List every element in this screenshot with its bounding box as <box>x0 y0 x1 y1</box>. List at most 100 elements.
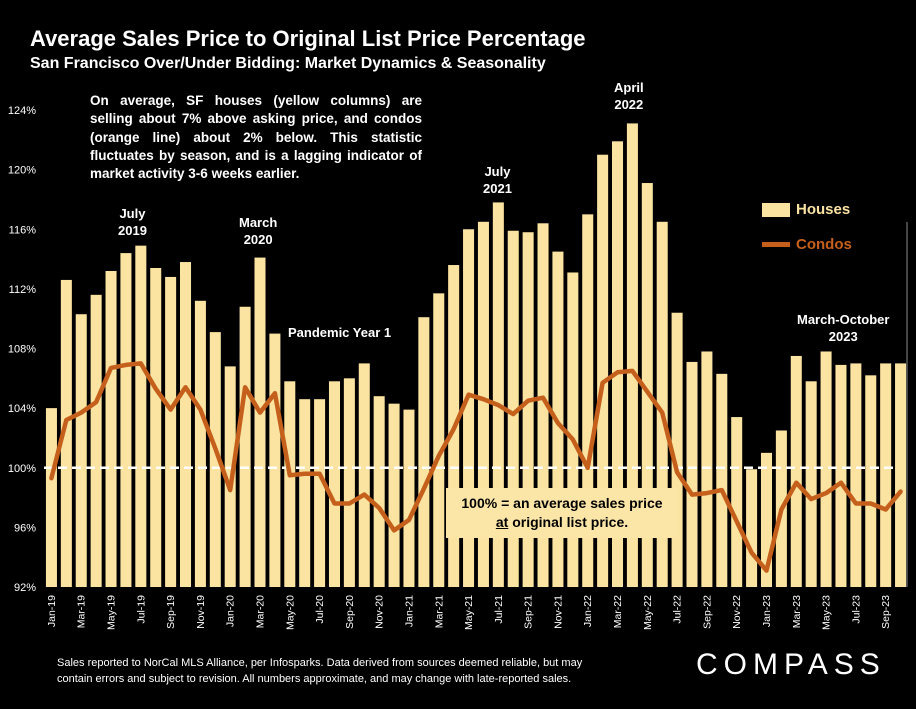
houses-bar <box>388 403 400 587</box>
x-tick-label: Jan-21 <box>403 595 415 627</box>
houses-bar <box>656 221 668 587</box>
houses-bar <box>433 293 445 587</box>
legend-condos-label: Condos <box>796 236 852 253</box>
houses-bar <box>165 276 177 587</box>
legend-houses-swatch <box>762 203 790 217</box>
x-tick-label: Jul-22 <box>672 595 684 624</box>
houses-bar <box>641 183 653 587</box>
y-tick-label: 120% <box>8 165 36 177</box>
y-tick-label: 100% <box>8 463 36 475</box>
houses-bar <box>135 245 147 587</box>
houses-bar <box>492 202 504 587</box>
x-tick-label: Mar-20 <box>255 595 267 628</box>
houses-bar <box>284 381 296 587</box>
houses-bar <box>731 417 743 587</box>
houses-bar <box>522 232 534 587</box>
commentary-text: On average, SF houses (yellow columns) a… <box>90 93 422 182</box>
houses-bar <box>45 408 57 587</box>
annotation-line: July <box>119 206 146 221</box>
houses-bar <box>746 469 758 587</box>
x-tick-label: Sep-23 <box>880 595 892 629</box>
condos-line <box>49 361 903 573</box>
x-tick-label: May-21 <box>463 595 475 630</box>
x-tick-label: Nov-22 <box>731 595 743 629</box>
x-tick-label: May-19 <box>106 595 118 630</box>
note-box: 100% = an average sales price at origina… <box>446 488 678 538</box>
houses-bar <box>90 294 102 587</box>
houses-bar <box>194 300 206 587</box>
x-tick-label: Sep-22 <box>701 595 713 629</box>
houses-bar <box>612 141 624 587</box>
houses-bar <box>477 221 489 587</box>
x-tick-label: Jul-21 <box>493 595 505 624</box>
compass-logo: COMPASS <box>696 648 886 681</box>
houses-bar <box>463 229 475 587</box>
x-tick-label: Jul-19 <box>135 595 147 624</box>
houses-bar <box>805 381 817 587</box>
annotation-july-2019: July 2019 <box>118 206 147 240</box>
x-tick-label: Sep-20 <box>344 595 356 629</box>
annotation-line: 2023 <box>828 328 858 344</box>
annotation-line: 2022 <box>614 96 644 112</box>
houses-bar <box>865 375 877 587</box>
annotation-line: 2019 <box>118 222 147 238</box>
x-tick-label: May-22 <box>642 595 654 630</box>
houses-bar <box>373 396 385 587</box>
x-axis: Jan-19 Mar-19 May-19 Jul-19 Sep-19 Nov-19 Jan-… <box>46 595 892 630</box>
annotation-line: July <box>484 164 511 179</box>
note-underlined-word: at <box>495 514 509 530</box>
houses-bar <box>820 351 832 587</box>
x-tick-label: Nov-19 <box>195 595 207 629</box>
annotation-march-october-2023: March-October 2023 <box>797 312 889 346</box>
x-tick-label: Jul-20 <box>314 595 326 624</box>
houses-bar <box>314 399 326 587</box>
y-tick-label: 104% <box>8 403 36 415</box>
footnote-line-2: contain errors and subject to revision. … <box>57 672 572 685</box>
x-tick-label: Sep-19 <box>165 595 177 629</box>
houses-bar <box>269 333 281 587</box>
houses-bar <box>760 452 772 587</box>
annotation-pandemic: Pandemic Year 1 <box>288 325 392 340</box>
x-tick-label: Jan-19 <box>46 595 58 627</box>
x-tick-label: Jan-20 <box>225 595 237 627</box>
houses-bar <box>537 223 549 587</box>
chart-subtitle: San Francisco Over/Under Bidding: Market… <box>30 55 546 72</box>
annotation-march-2020: March 2020 <box>239 215 277 249</box>
houses-bar <box>582 214 594 587</box>
houses-bar <box>850 363 862 587</box>
x-tick-label: Jul-23 <box>850 595 862 624</box>
houses-bar <box>790 355 802 587</box>
houses-bar <box>75 314 87 587</box>
annotation-line: April <box>614 80 644 95</box>
houses-bar <box>180 262 192 587</box>
x-tick-label: Jan-22 <box>582 595 594 627</box>
houses-bar <box>343 378 355 587</box>
houses-bar <box>120 253 132 587</box>
houses-bar <box>626 123 638 588</box>
houses-bar <box>701 351 713 587</box>
houses-bar <box>358 363 370 587</box>
x-tick-label: Mar-23 <box>791 595 803 628</box>
annotation-july-2021: July 2021 <box>483 164 512 198</box>
x-tick-label: May-20 <box>284 595 296 630</box>
footnote-line-1: Sales reported to NorCal MLS Alliance, p… <box>57 657 583 669</box>
legend-condos-swatch <box>762 242 790 247</box>
condos-line-group <box>49 361 903 573</box>
houses-bar <box>567 272 579 587</box>
houses-bar <box>105 270 117 587</box>
houses-bar <box>60 279 72 587</box>
y-tick-label: 116% <box>9 224 37 236</box>
houses-bar <box>150 268 162 587</box>
y-tick-label: 124% <box>8 105 36 117</box>
houses-bar <box>597 154 609 587</box>
x-tick-label: Mar-19 <box>76 595 88 628</box>
houses-bar <box>418 317 430 587</box>
y-axis: 92% 96% 100% 104% 108% 112% 116% 120% 124% <box>8 105 36 594</box>
note-line-2-rest: original list price. <box>508 514 629 530</box>
houses-bar <box>328 381 340 587</box>
footnote: Sales reported to NorCal MLS Alliance, p… <box>57 656 582 688</box>
annotation-line: 2020 <box>243 231 273 247</box>
note-line-2: at original list price. <box>446 513 678 532</box>
x-tick-label: Jan-23 <box>761 595 773 627</box>
